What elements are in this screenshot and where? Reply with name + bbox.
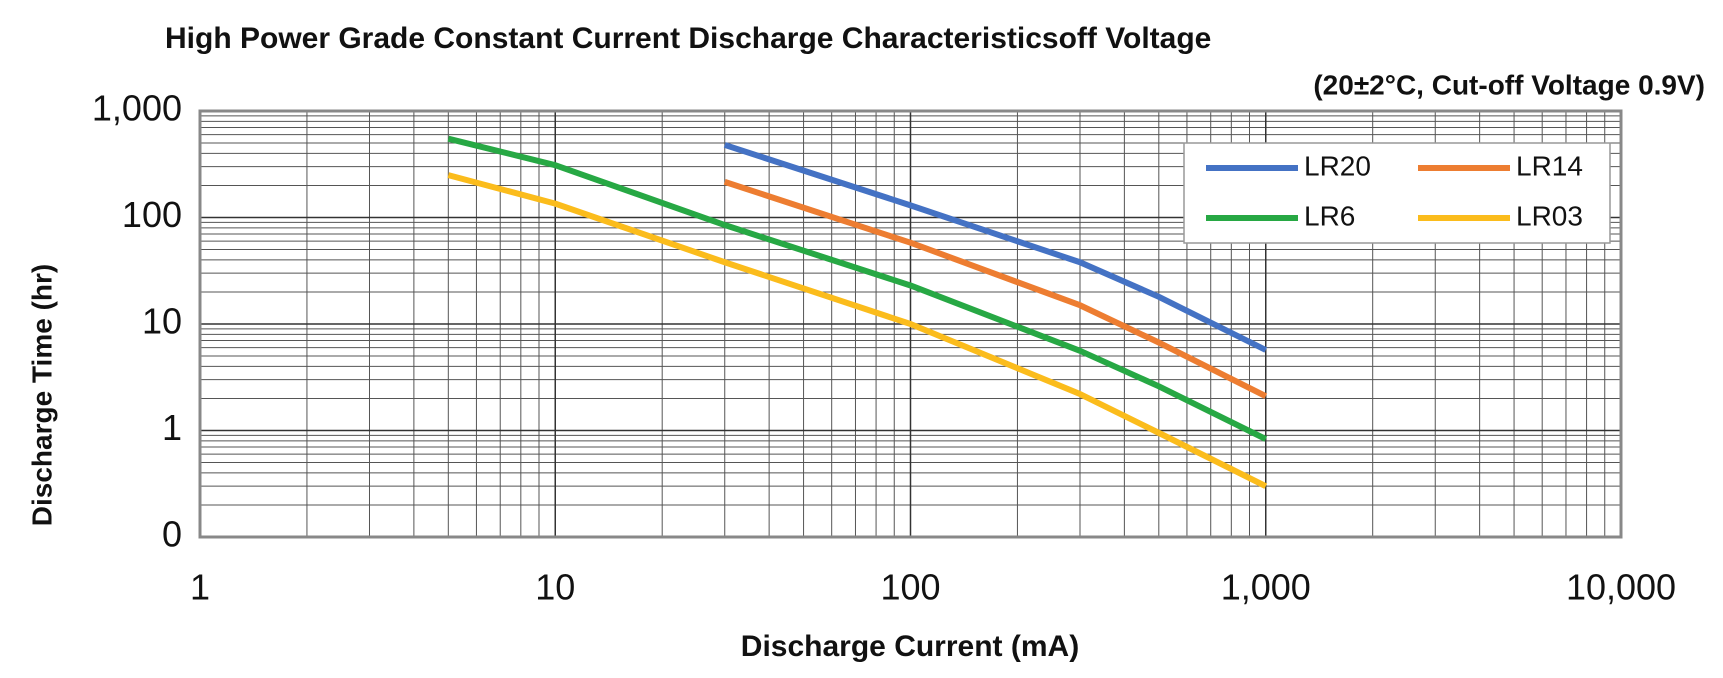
y-tick-label: 1,000 (92, 88, 182, 129)
legend-label: LR14 (1516, 150, 1583, 181)
x-tick-label: 10,000 (1566, 567, 1676, 608)
x-tick-label: 1 (190, 567, 210, 608)
x-axis-label: Discharge Current (mA) (741, 630, 1079, 663)
legend-label: LR6 (1304, 200, 1355, 231)
legend-label: LR20 (1304, 150, 1371, 181)
y-tick-label: 100 (122, 194, 182, 235)
legend (1183, 142, 1611, 244)
chart-title: High Power Grade Constant Current Discha… (165, 22, 1211, 55)
series-line (447, 172, 1268, 489)
x-tick-label: 1,000 (1221, 567, 1311, 608)
x-tick-label: 10 (535, 567, 575, 608)
plot-border (198, 109, 1623, 539)
y-axis-label: Discharge Time (hr) (26, 264, 57, 526)
y-tick-label: 1 (162, 407, 182, 448)
x-tick-label: 100 (880, 567, 940, 608)
legend-label: LR03 (1516, 200, 1583, 231)
y-tick-label: 10 (142, 301, 182, 342)
series-line (723, 179, 1268, 399)
series-line (447, 135, 1268, 442)
y-tick-label: 0 (162, 514, 182, 555)
chart-subtitle: (20±2°C, Cut-off Voltage 0.9V) (1313, 69, 1705, 100)
series-line (723, 142, 1268, 353)
